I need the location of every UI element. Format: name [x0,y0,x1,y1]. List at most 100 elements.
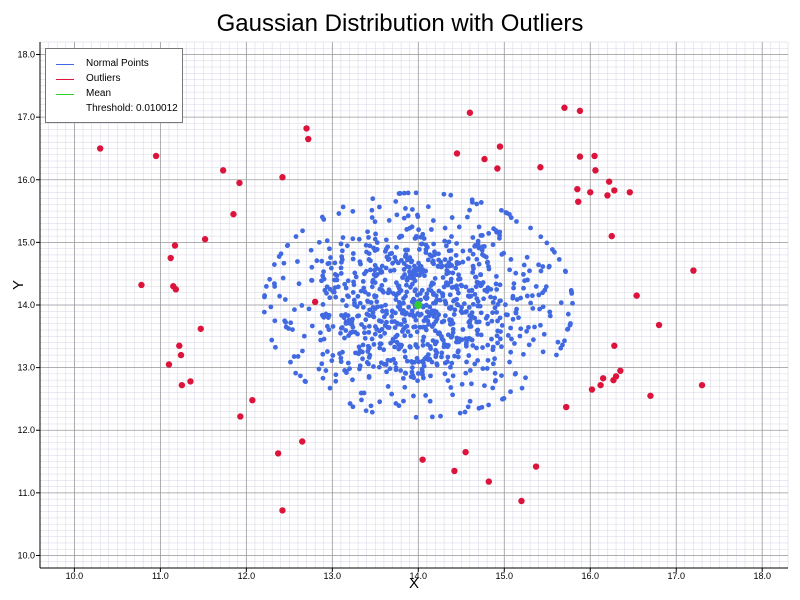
normal-point [475,358,481,363]
normal-point [430,218,436,223]
outlier-point [647,392,654,399]
normal-point [503,210,509,215]
chart-title: Gaussian Distribution with Outliers [216,10,584,37]
normal-point [320,302,326,307]
outlier-point [604,192,611,199]
normal-point [468,324,474,329]
y-tick-label: 18.0 [17,50,35,60]
normal-point [382,330,388,336]
normal-point [415,378,420,384]
normal-point [541,331,547,337]
normal-point [407,273,413,279]
normal-point [537,306,542,312]
normal-point [372,236,378,242]
normal-point [272,318,278,324]
legend-item-normal-points: Normal Points [46,57,182,71]
normal-point [466,353,472,358]
normal-point [372,293,377,299]
outlier-point [279,507,286,514]
normal-point [336,211,342,216]
normal-point [389,314,395,319]
normal-point [366,251,372,257]
normal-point [516,315,521,321]
normal-point [416,227,421,233]
normal-point [446,261,452,267]
normal-point [451,312,457,317]
normal-point [401,300,406,306]
normal-point [405,247,411,253]
normal-point [473,284,479,290]
normal-point [484,366,490,371]
normal-point [290,327,295,332]
x-tick-label: 13.0 [324,571,342,581]
normal-point [373,273,379,279]
normal-point [414,329,420,335]
normal-point [333,294,339,300]
normal-point [360,279,366,284]
normal-point [382,277,388,283]
normal-point [536,292,542,298]
normal-point [449,360,455,366]
normal-point [521,271,526,277]
normal-point [406,304,412,310]
x-tick-label: 14.0 [410,571,428,581]
normal-point [347,401,353,406]
legend-item-mean: Mean [46,87,182,101]
normal-point [512,341,517,346]
normal-point [432,249,437,255]
normal-point [320,273,326,279]
outlier-point [152,152,160,160]
normal-point [511,285,516,291]
normal-point [367,243,373,249]
x-tick-label: 11.0 [152,571,169,581]
normal-point [280,275,286,281]
normal-point [376,204,382,210]
normal-point [377,286,383,292]
normal-point [478,332,484,338]
y-tick-label: 13.0 [17,363,35,373]
outlier-point [537,164,544,171]
normal-point [327,286,333,292]
normal-point [464,214,470,220]
normal-point [365,299,371,305]
normal-point [414,344,420,350]
normal-point [442,257,448,263]
normal-point [385,357,391,363]
normal-point [495,302,501,307]
normal-point [474,279,480,285]
normal-point [397,342,403,348]
outlier-point [597,381,604,389]
normal-point [478,272,484,278]
outlier-point [617,367,624,374]
normal-point [418,263,424,269]
normal-point [329,358,335,364]
normal-point [540,290,545,296]
normal-point [383,237,389,243]
normal-point [409,207,415,212]
outlier-point [612,373,620,380]
normal-point [332,285,338,291]
normal-point [465,256,471,262]
normal-point [369,207,375,213]
normal-point [413,317,419,323]
normal-point [470,251,476,257]
normal-point [291,354,297,359]
outlier-point [611,342,618,349]
normal-point [465,404,471,410]
normal-point [408,374,414,380]
normal-point [326,312,332,318]
normal-point [318,330,323,336]
normal-point [398,233,403,239]
normal-point [538,234,544,240]
normal-point [485,357,491,363]
normal-point [321,336,327,342]
outlier-point [230,211,237,218]
normal-point [538,268,544,274]
normal-point [453,252,459,258]
normal-point [427,344,433,349]
normal-point [377,267,383,273]
outlier-point [562,403,570,411]
normal-point [486,266,492,272]
normal-point [414,267,420,273]
normal-point [508,325,514,331]
